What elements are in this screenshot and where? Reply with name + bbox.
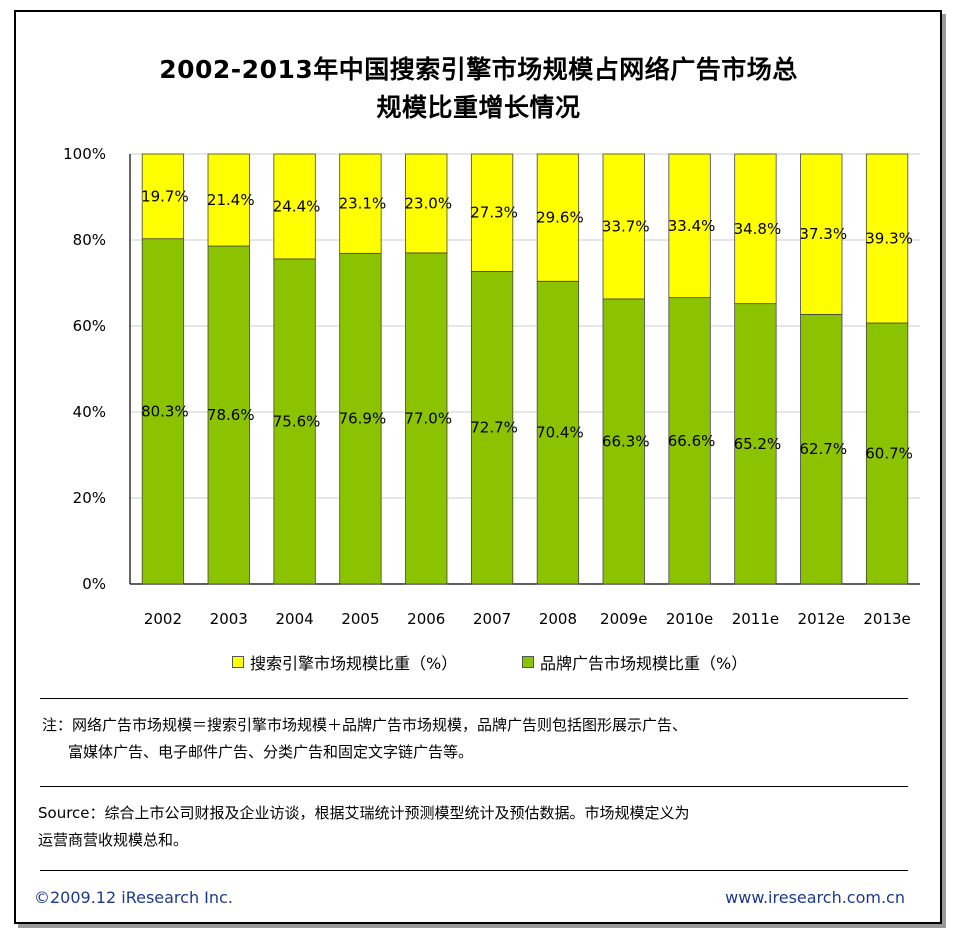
bar-search-2009e [602, 153, 645, 300]
data-label-search-2004: 24.4% [273, 197, 321, 215]
data-label-search-2009e: 33.7% [602, 217, 650, 235]
legend-swatch-search [232, 656, 244, 668]
data-label-search-2010e: 33.4% [668, 217, 716, 235]
x-tick-label-2005: 2005 [341, 610, 379, 628]
x-tick-label-2013e: 2013e [863, 610, 910, 628]
data-label-search-2013e: 39.3% [865, 229, 913, 247]
source-line-2: 运营商营收规模总和。 [38, 831, 189, 849]
chart-title-line-2: 规模比重增长情况 [376, 93, 581, 122]
bar-search-2007 [470, 153, 514, 272]
data-label-brand-2013e: 60.7% [865, 444, 913, 462]
data-label-brand-2009e: 66.3% [602, 432, 650, 450]
bar-search-2003 [207, 153, 250, 247]
bar-brand-2009e [602, 298, 645, 585]
bar-search-2002 [141, 153, 185, 240]
y-tick-label: 20% [73, 489, 106, 507]
data-label-brand-2007: 72.7% [470, 419, 518, 437]
bar-brand-2010e [668, 297, 711, 585]
x-tick-label-2002: 2002 [144, 610, 182, 628]
source-line-1: Source：综合上市公司财报及企业访谈，根据艾瑞统计预测模型统计及预估数据。市… [38, 804, 690, 822]
data-label-brand-2003: 78.6% [207, 406, 255, 424]
legend-swatch-brand [522, 656, 534, 668]
legend-label-brand: 品牌广告市场规模比重（%） [540, 654, 748, 673]
x-tick-label-2006: 2006 [407, 610, 445, 628]
data-label-brand-2012e: 62.7% [799, 440, 847, 458]
bar-brand-2012e [800, 313, 843, 585]
note-text: 注：网络广告市场规模＝搜索引擎市场规模＋品牌广告市场规模，品牌广告则包括图形展示… [42, 712, 687, 766]
note-line-2: 富媒体广告、电子邮件广告、分类广告和固定文字链广告等。 [68, 743, 474, 761]
bar-search-2006 [405, 153, 448, 254]
x-tick-label-2009e: 2009e [600, 610, 647, 628]
data-label-brand-2008: 70.4% [536, 424, 584, 442]
bar-brand-2008 [536, 280, 580, 585]
x-tick-label-2010e: 2010e [666, 610, 713, 628]
bar-brand-2004 [273, 258, 316, 585]
legend-item-brand: 品牌广告市场规模比重（%） [522, 650, 747, 674]
source-text: Source：综合上市公司财报及企业访谈，根据艾瑞统计预测模型统计及预估数据。市… [38, 800, 690, 854]
data-label-search-2012e: 37.3% [799, 225, 847, 243]
x-tick-label-2004: 2004 [275, 610, 313, 628]
bar-search-2013e [865, 153, 909, 324]
y-tick-label: 100% [63, 145, 106, 163]
bar-search-2011e [734, 153, 777, 305]
y-tick-label: 40% [73, 403, 106, 421]
bar-brand-2007 [470, 270, 514, 585]
data-label-brand-2005: 76.9% [339, 410, 387, 428]
data-label-brand-2010e: 66.6% [668, 432, 716, 450]
data-label-search-2006: 23.0% [404, 194, 452, 212]
divider-top [40, 698, 908, 699]
data-label-search-2011e: 34.8% [734, 220, 782, 238]
bar-search-2010e [668, 153, 711, 299]
data-label-search-2003: 21.4% [207, 191, 255, 209]
data-label-brand-2004: 75.6% [273, 412, 321, 430]
x-tick-label-2011e: 2011e [732, 610, 779, 628]
bar-brand-2002 [141, 238, 185, 585]
bar-search-2004 [273, 153, 316, 260]
bar-search-2005 [339, 153, 382, 254]
data-label-brand-2011e: 65.2% [734, 435, 782, 453]
bar-brand-2005 [339, 252, 382, 585]
bar-brand-2006 [405, 252, 448, 585]
chart-title-line-1: 2002-2013年中国搜索引擎市场规模占网络广告市场总 [159, 55, 798, 84]
data-label-search-2007: 27.3% [470, 204, 518, 222]
data-label-brand-2002: 80.3% [141, 402, 189, 420]
bar-search-2008 [536, 153, 580, 282]
x-tick-label-2003: 2003 [210, 610, 248, 628]
data-label-search-2002: 19.7% [141, 187, 189, 205]
y-tick-label: 80% [73, 231, 106, 249]
data-label-brand-2006: 77.0% [404, 409, 452, 427]
y-tick-label: 0% [82, 575, 106, 593]
bar-brand-2011e [734, 303, 777, 585]
bar-brand-2003 [207, 245, 250, 585]
x-tick-label-2007: 2007 [473, 610, 511, 628]
bar-brand-2013e [865, 322, 909, 585]
bar-search-2012e [800, 153, 843, 315]
footer-website[interactable]: www.iresearch.com.cn [725, 888, 905, 907]
footer-copyright: ©2009.12 iResearch Inc. [34, 888, 233, 907]
legend-label-search: 搜索引擎市场规模比重（%） [250, 654, 458, 673]
data-label-search-2005: 23.1% [339, 195, 387, 213]
data-label-search-2008: 29.6% [536, 209, 584, 227]
x-tick-label-2008: 2008 [539, 610, 577, 628]
divider-middle [40, 786, 908, 787]
divider-bottom [40, 870, 908, 871]
y-tick-label: 60% [73, 317, 106, 335]
note-line-1: 注：网络广告市场规模＝搜索引擎市场规模＋品牌广告市场规模，品牌广告则包括图形展示… [42, 716, 688, 734]
legend-item-search: 搜索引擎市场规模比重（%） [232, 650, 457, 674]
x-tick-label-2012e: 2012e [798, 610, 845, 628]
